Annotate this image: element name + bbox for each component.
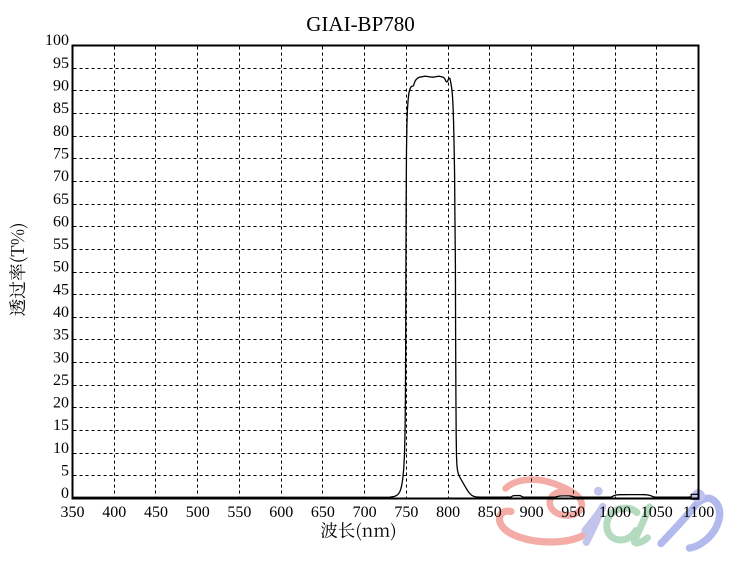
svg-text:650: 650 — [311, 504, 335, 521]
svg-text:85: 85 — [53, 100, 69, 117]
svg-text:15: 15 — [53, 417, 69, 434]
svg-text:30: 30 — [53, 349, 69, 366]
svg-text:850: 850 — [478, 504, 502, 521]
svg-text:950: 950 — [561, 504, 585, 521]
svg-text:75: 75 — [53, 145, 69, 162]
svg-text:40: 40 — [53, 304, 69, 321]
svg-text:600: 600 — [269, 504, 293, 521]
svg-text:10: 10 — [53, 440, 69, 457]
svg-text:700: 700 — [353, 504, 377, 521]
svg-text:1100: 1100 — [683, 504, 714, 521]
svg-text:80: 80 — [53, 123, 69, 140]
svg-text:800: 800 — [436, 504, 460, 521]
svg-text:25: 25 — [53, 372, 69, 389]
svg-text:5: 5 — [61, 463, 69, 480]
svg-text:1050: 1050 — [641, 504, 673, 521]
svg-text:750: 750 — [394, 504, 418, 521]
svg-text:450: 450 — [144, 504, 168, 521]
svg-text:550: 550 — [227, 504, 251, 521]
svg-text:400: 400 — [102, 504, 126, 521]
svg-text:20: 20 — [53, 395, 69, 412]
svg-text:100: 100 — [45, 32, 69, 49]
svg-text:1000: 1000 — [599, 504, 631, 521]
svg-text:35: 35 — [53, 327, 69, 344]
svg-text:60: 60 — [53, 213, 69, 230]
svg-text:0: 0 — [61, 485, 69, 502]
svg-text:350: 350 — [61, 504, 85, 521]
svg-text:65: 65 — [53, 191, 69, 208]
svg-text:500: 500 — [186, 504, 210, 521]
svg-text:GIAI-BP780: GIAI-BP780 — [306, 12, 415, 36]
svg-text:95: 95 — [53, 55, 69, 72]
svg-text:50: 50 — [53, 259, 69, 276]
svg-text:90: 90 — [53, 78, 69, 95]
svg-text:55: 55 — [53, 236, 69, 253]
svg-text:900: 900 — [520, 504, 544, 521]
svg-text:70: 70 — [53, 168, 69, 185]
svg-text:45: 45 — [53, 281, 69, 298]
